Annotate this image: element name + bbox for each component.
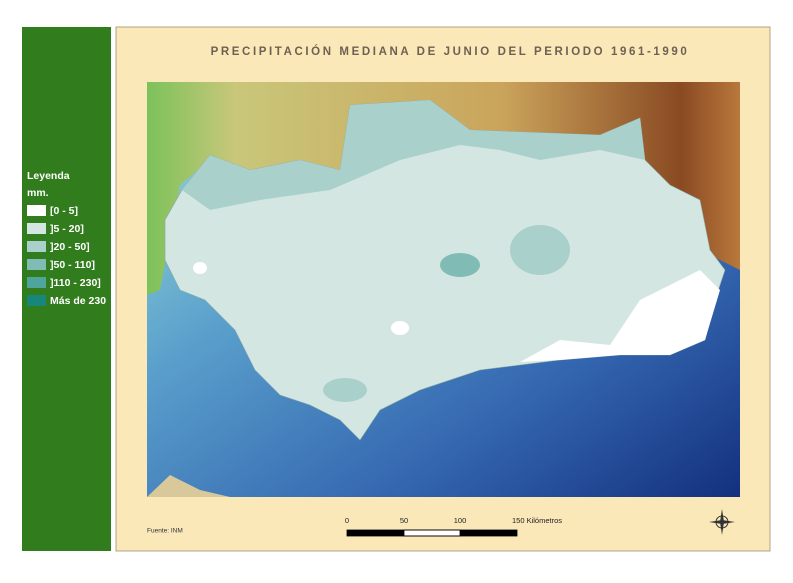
legend-swatch <box>27 241 46 252</box>
scale-label: 0 <box>345 516 349 525</box>
scale-label: 50 <box>400 516 408 525</box>
legend-label: ]110 - 230] <box>50 277 101 289</box>
scale-bar <box>346 529 518 537</box>
legend-swatch <box>27 277 46 288</box>
legend-swatch <box>27 205 46 216</box>
map <box>147 82 740 497</box>
zone-20-50 <box>510 225 570 275</box>
zone-50-110 <box>440 253 480 277</box>
zone-0-5 <box>391 321 409 335</box>
legend-title: Leyenda <box>27 170 70 182</box>
legend-label: ]20 - 50] <box>50 241 90 253</box>
legend-label: [0 - 5] <box>50 205 78 217</box>
scale-label: 150 Kilómetros <box>512 516 562 525</box>
scale-label: 100 <box>454 516 467 525</box>
legend-swatch <box>27 223 46 234</box>
zone-20-50 <box>182 100 645 210</box>
africa-coast <box>147 475 230 497</box>
zone-0-5 <box>520 270 720 362</box>
legend-unit: mm. <box>27 187 49 199</box>
legend: Leyenda mm. [0 - 5] ]5 - 20] ]20 - 50] ]50 … <box>27 170 106 307</box>
source: Fuente: INM <box>147 528 183 535</box>
north-arrow <box>709 509 735 535</box>
sidebar <box>22 27 111 551</box>
legend-swatch <box>27 259 46 270</box>
zone-20-50 <box>323 378 367 402</box>
legend-label: ]5 - 20] <box>50 223 84 235</box>
scale-labels: 0 50 100 150 Kilómetros <box>345 516 562 525</box>
legend-swatch <box>27 295 46 306</box>
legend-label: Más de 230 <box>50 295 106 307</box>
legend-label: ]50 - 110] <box>50 259 95 271</box>
map-title: PRECIPITACIÓN MEDIANA DE JUNIO DEL PERIO… <box>211 45 690 58</box>
zone-0-5 <box>193 262 207 274</box>
